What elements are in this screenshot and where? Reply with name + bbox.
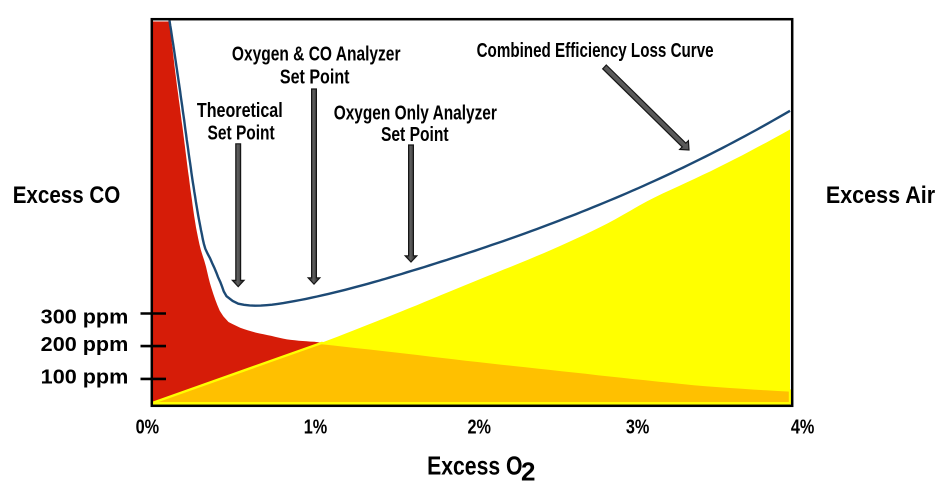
svg-text:Excess Air: Excess Air (826, 182, 935, 209)
svg-text:100 ppm: 100 ppm (41, 367, 129, 389)
svg-text:Set Point: Set Point (381, 124, 449, 146)
svg-text:200 ppm: 200 ppm (41, 334, 129, 356)
svg-text:0%: 0% (136, 416, 160, 438)
svg-text:3%: 3% (626, 416, 650, 438)
svg-text:Excess CO: Excess CO (13, 182, 121, 209)
svg-text:Set Point: Set Point (280, 67, 350, 89)
svg-text:Theoretical: Theoretical (197, 100, 283, 122)
svg-text:Oxygen Only Analyzer: Oxygen Only Analyzer (334, 103, 497, 125)
svg-text:4%: 4% (791, 416, 815, 438)
svg-text:Combined Efficiency Loss Curve: Combined Efficiency Loss Curve (477, 40, 714, 62)
svg-text:Excess O: Excess O (427, 450, 522, 480)
svg-text:2: 2 (521, 457, 535, 487)
svg-text:300 ppm: 300 ppm (41, 306, 129, 328)
svg-text:Set Point: Set Point (208, 123, 275, 145)
svg-text:Oxygen & CO Analyzer: Oxygen & CO Analyzer (232, 44, 401, 66)
svg-text:2%: 2% (467, 416, 491, 438)
svg-text:1%: 1% (304, 416, 328, 438)
